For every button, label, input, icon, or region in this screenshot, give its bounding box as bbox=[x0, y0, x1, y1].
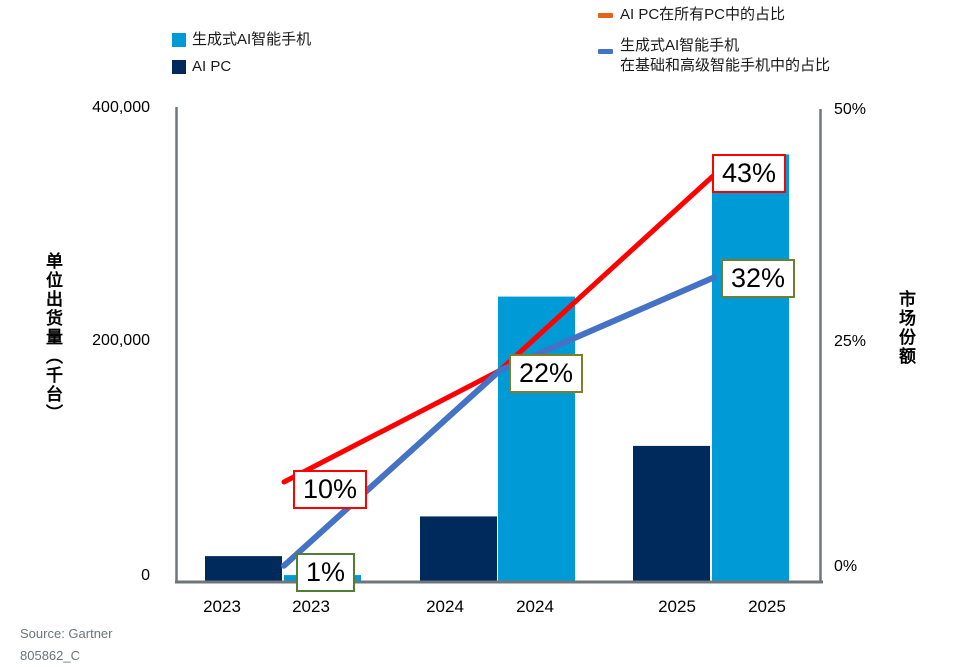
legend-swatch-genai-smartphone bbox=[172, 33, 186, 47]
data-label-1pct: 1% bbox=[296, 553, 356, 592]
legend-swatch-ai-pc bbox=[172, 60, 186, 74]
y-right-axis-title: 市场份额 bbox=[896, 290, 915, 366]
legend-dash-genai-smartphone-share bbox=[598, 49, 613, 54]
x-tick-2023-phone: 2023 bbox=[292, 597, 330, 616]
bar-ai-pc-2025 bbox=[633, 445, 710, 581]
x-tick-2024-pc: 2024 bbox=[426, 597, 464, 616]
data-label-10pct: 10% bbox=[293, 470, 368, 509]
source-note: Source: Gartner bbox=[20, 626, 113, 641]
legend-label-ai-pc-share: AI PC在所有PC中的占比 bbox=[620, 6, 786, 23]
x-tick-2023-pc: 2023 bbox=[203, 597, 241, 616]
x-tick-2025-pc: 2025 bbox=[658, 597, 696, 616]
legend-label-genai-smartphone-share-line2: 在基础和高级智能手机中的占比 bbox=[620, 57, 831, 74]
y-left-axis-title: 单位出货量（千台） bbox=[43, 252, 62, 423]
bar-genai-smartphone-2025 bbox=[712, 154, 789, 581]
document-id: 805862_C bbox=[20, 648, 80, 663]
y-right-tick-25pct: 25% bbox=[834, 333, 867, 350]
data-label-43pct: 43% bbox=[712, 154, 787, 193]
legend-label-ai-pc: AI PC bbox=[192, 58, 232, 75]
legend-label-genai-smartphone: 生成式AI智能手机 bbox=[192, 31, 312, 48]
y-right-tick-0pct: 0% bbox=[834, 558, 858, 575]
x-tick-2025-phone: 2025 bbox=[748, 597, 786, 616]
y-left-tick-200000: 200,000 bbox=[92, 332, 150, 349]
y-left-tick-400000: 400,000 bbox=[92, 99, 150, 116]
bar-ai-pc-2023 bbox=[205, 556, 282, 581]
data-label-22pct: 22% bbox=[509, 354, 584, 393]
x-tick-2024-phone: 2024 bbox=[516, 597, 554, 616]
legend-dash-ai-pc-share bbox=[598, 13, 613, 18]
data-label-32pct: 32% bbox=[721, 259, 796, 298]
bar-ai-pc-2024 bbox=[420, 516, 497, 581]
legend-label-genai-smartphone-share-line1: 生成式AI智能手机 bbox=[620, 37, 740, 54]
y-left-tick-0: 0 bbox=[141, 567, 150, 584]
y-right-tick-50pct: 50% bbox=[834, 101, 867, 118]
